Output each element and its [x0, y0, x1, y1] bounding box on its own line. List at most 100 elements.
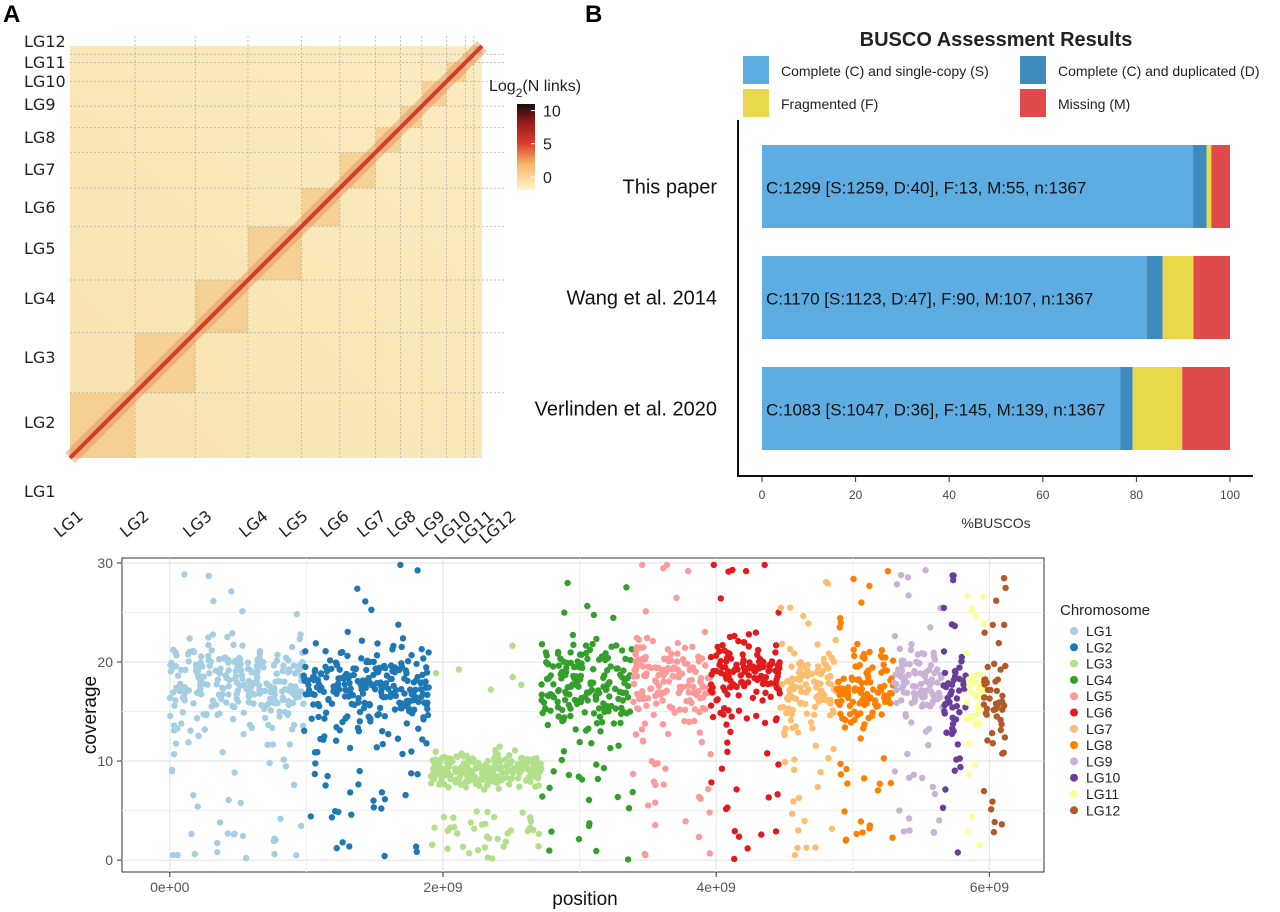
busco-tick-label: 40 — [943, 488, 957, 502]
coverage-point — [641, 720, 649, 727]
colorbar-ticks: 10 5 0 — [531, 104, 561, 187]
coverage-point — [419, 736, 426, 743]
coverage-point — [713, 697, 720, 704]
coverage-point — [950, 576, 957, 584]
coverage-point — [173, 652, 180, 659]
coverage-point — [610, 614, 617, 621]
coverage-point — [500, 775, 507, 782]
coverage-point — [662, 765, 669, 772]
coverage-point — [1001, 734, 1009, 741]
coverage-point — [301, 677, 308, 684]
coverage-point — [825, 755, 832, 762]
coverage-point — [398, 705, 405, 712]
coverage-point — [803, 689, 810, 696]
coverage-point — [494, 751, 501, 758]
coverage-point — [681, 644, 689, 651]
coverage-point — [905, 774, 913, 781]
coverage-point — [999, 750, 1006, 757]
coverage-point — [285, 666, 293, 673]
coverage-point — [630, 680, 638, 688]
coverage-point — [334, 683, 341, 690]
coverage-point — [963, 699, 971, 706]
coverage-point — [758, 831, 765, 838]
coverage-point — [484, 757, 492, 765]
coverage-point — [650, 778, 658, 785]
coverage-point — [850, 575, 857, 583]
coverage-point — [324, 772, 331, 780]
coverage-point — [412, 843, 420, 850]
coverage-series-lg1 — [166, 571, 307, 862]
coverage-point — [487, 686, 494, 693]
coverage-point — [422, 699, 429, 707]
coverage-point — [440, 781, 448, 788]
coverage-point — [706, 809, 713, 816]
coverage-point — [942, 700, 949, 708]
coverage-point — [237, 799, 244, 807]
coverage-point — [276, 713, 283, 720]
coverage-point — [650, 711, 657, 718]
coverage-point — [381, 796, 389, 803]
coverage-point — [594, 689, 602, 696]
coverage-point — [317, 670, 324, 678]
coverage-point — [270, 837, 278, 845]
coverage-point — [980, 787, 988, 795]
coverage-point — [998, 721, 1005, 728]
coverage-point — [777, 704, 784, 711]
coverage-point — [970, 672, 977, 679]
coverage-point — [178, 720, 185, 727]
coverage-point — [299, 722, 307, 730]
coverage-point — [773, 676, 780, 683]
coverage-point — [912, 696, 919, 703]
coverage-point — [639, 737, 646, 744]
coverage-point — [809, 725, 816, 732]
coverage-point — [491, 761, 498, 769]
coverage-legend-label: LG3 — [1086, 656, 1113, 672]
coverage-point — [337, 649, 344, 656]
coverage-point — [312, 760, 319, 767]
coverage-point — [333, 844, 340, 852]
coverage-point — [883, 667, 891, 674]
coverage-point — [465, 755, 472, 762]
coverage-point — [385, 685, 392, 692]
coverage-point — [614, 793, 621, 801]
coverage-point — [464, 773, 471, 780]
coverage-point — [348, 700, 355, 708]
coverage-point — [624, 675, 631, 682]
coverage-point — [289, 690, 296, 697]
coverage-point — [735, 637, 742, 645]
coverage-point — [714, 643, 721, 651]
coverage-point — [863, 679, 870, 686]
coverage-point — [837, 771, 845, 778]
coverage-point — [880, 661, 887, 668]
coverage-point — [518, 681, 525, 688]
coverage-point — [997, 666, 1004, 673]
coverage-point — [190, 700, 197, 707]
coverage-point — [564, 579, 571, 587]
coverage-point — [527, 814, 534, 821]
coverage-point — [618, 704, 625, 712]
coverage-point — [286, 741, 293, 748]
coverage-point — [214, 848, 221, 856]
coverage-point — [181, 571, 188, 578]
coverage-point — [935, 689, 942, 697]
coverage-point — [871, 700, 879, 707]
coverage-point — [290, 721, 298, 729]
coverage-point — [310, 701, 317, 708]
busco-bar-segment — [1182, 367, 1230, 450]
coverage-point — [618, 647, 626, 654]
coverage-point — [561, 696, 569, 703]
coverage-point — [972, 613, 980, 620]
busco-bar-label: C:1083 [S:1047, D:36], F:145, M:139, n:1… — [766, 401, 1105, 420]
coverage-point — [352, 665, 360, 673]
coverage-point — [739, 651, 746, 658]
panel-letter-b: B — [585, 1, 602, 28]
coverage-point — [273, 657, 281, 664]
coverage-point — [297, 688, 305, 695]
coverage-point — [594, 775, 602, 783]
coverage-point — [965, 771, 972, 778]
coverage-point — [995, 639, 1002, 647]
coverage-point — [898, 697, 905, 704]
coverage-point — [390, 691, 398, 699]
hic-y-label: LG5 — [24, 239, 56, 258]
coverage-point — [225, 667, 232, 674]
